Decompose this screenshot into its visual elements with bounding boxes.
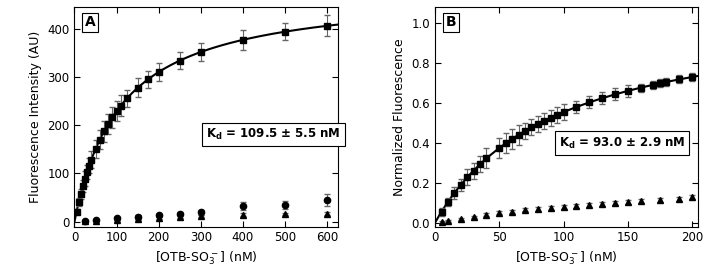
Text: B: B [445,15,456,29]
Text: K$_\mathregular{d}$ = 109.5 ± 5.5 nM: K$_\mathregular{d}$ = 109.5 ± 5.5 nM [206,127,340,142]
Y-axis label: Fluorescence Intensity (AU): Fluorescence Intensity (AU) [29,31,42,203]
X-axis label: [OTB-SO$_3^-$] (nM): [OTB-SO$_3^-$] (nM) [515,250,618,267]
X-axis label: [OTB-SO$_3^-$] (nM): [OTB-SO$_3^-$] (nM) [155,250,257,267]
Text: A: A [85,15,96,29]
Text: K$_\mathregular{d}$ = 93.0 ± 2.9 nM: K$_\mathregular{d}$ = 93.0 ± 2.9 nM [559,136,685,151]
Y-axis label: Normalized Fluorescence: Normalized Fluorescence [393,38,406,195]
